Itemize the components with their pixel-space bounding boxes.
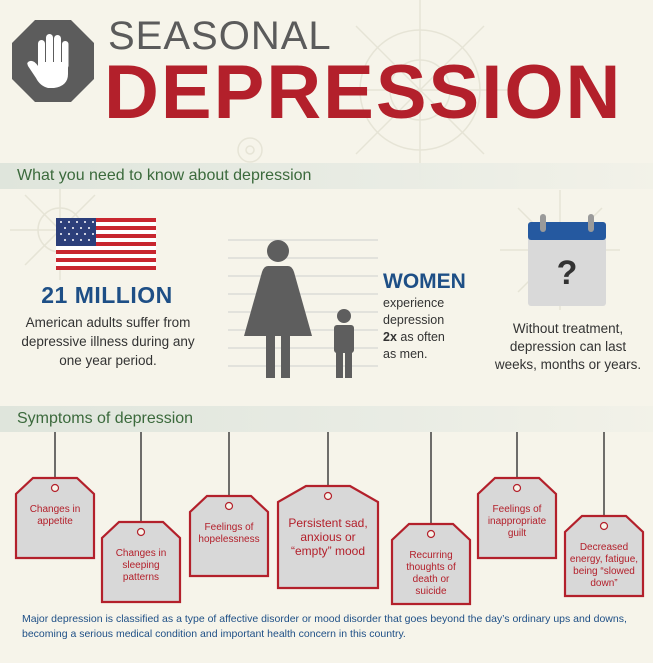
symptom-label: Decreased energy, fatigue, being “slowed… (569, 542, 639, 589)
tag-body (276, 484, 380, 590)
symptom-tag-7: Decreased energy, fatigue, being “slowed… (563, 432, 645, 598)
women-description: experience depression 2x as often as men… (383, 295, 483, 363)
facts-section-band: What you need to know about depression (0, 163, 653, 189)
symptom-tag-shape (476, 432, 558, 560)
symptom-tag-4: Persistent sad, anxious or “empty” mood (276, 432, 380, 590)
us-flag-icon (56, 218, 156, 270)
symptom-tag-shape (563, 432, 645, 598)
tag-body (563, 514, 645, 598)
tag-body (14, 476, 96, 560)
symptoms-section-band: Symptoms of depression (0, 406, 653, 432)
symptom-label: Recurring thoughts of death or suicide (406, 550, 456, 597)
duration-description: Without treatment, depression can last w… (494, 321, 642, 372)
women-line-as-often: as often (400, 330, 445, 344)
tag-body (188, 494, 270, 578)
symptom-label: Feelings of hopelessness (198, 522, 260, 545)
symptom-label: Changes in sleeping patterns (115, 548, 167, 583)
women-factor: 2x (383, 330, 397, 344)
symptom-label: Changes in appetite (29, 504, 81, 527)
women-line-depression: depression (383, 313, 445, 327)
tag-hole (136, 527, 146, 537)
facts-section-title: What you need to know about depression (17, 167, 312, 184)
tag-hole (426, 529, 436, 539)
women-heading: WOMEN (383, 270, 466, 293)
calendar-icon: ? (528, 214, 606, 306)
tag-hole (50, 483, 60, 493)
symptom-tag-shape (188, 432, 270, 578)
tag-body (100, 520, 182, 604)
women-line-factor: 2x as often (383, 329, 483, 346)
symptom-tag-1: Changes in appetite (14, 432, 96, 560)
calendar-question-mark: ? (557, 254, 578, 292)
symptom-label: Persistent sad, anxious or “empty” mood (288, 516, 368, 558)
stat-21-million-desc: American adults suffer from depressive i… (21, 315, 195, 368)
tag-hole (224, 501, 234, 511)
footnote: Major depression is classified as a type… (22, 613, 627, 640)
symptom-label: Feelings of inappropriate guilt (487, 504, 547, 539)
symptom-tag-3: Feelings of hopelessness (188, 432, 270, 578)
tag-hole (512, 483, 522, 493)
tag-hole (323, 491, 333, 501)
stop-hand-icon (12, 20, 94, 102)
symptom-tag-5: Recurring thoughts of death or suicide (390, 432, 472, 606)
symptom-tag-shape (100, 432, 182, 604)
tag-body (476, 476, 558, 560)
title-depression: DEPRESSION (104, 50, 623, 135)
symptom-tag-shape (276, 432, 380, 590)
tag-hole (599, 521, 609, 531)
women-line-as-men: as men. (383, 347, 428, 361)
symptoms-section-title: Symptoms of depression (17, 410, 194, 427)
woman-and-child-figure (228, 239, 378, 378)
tag-body (390, 522, 472, 606)
symptom-tag-shape (390, 432, 472, 606)
symptom-tag-6: Feelings of inappropriate guilt (476, 432, 558, 560)
stat-21-million: 21 MILLION (41, 282, 173, 308)
symptom-tag-shape (14, 432, 96, 560)
women-line-experience: experience (383, 296, 445, 310)
symptom-tag-2: Changes in sleeping patterns (100, 432, 182, 604)
title-seasonal: SEASONAL (108, 14, 332, 58)
